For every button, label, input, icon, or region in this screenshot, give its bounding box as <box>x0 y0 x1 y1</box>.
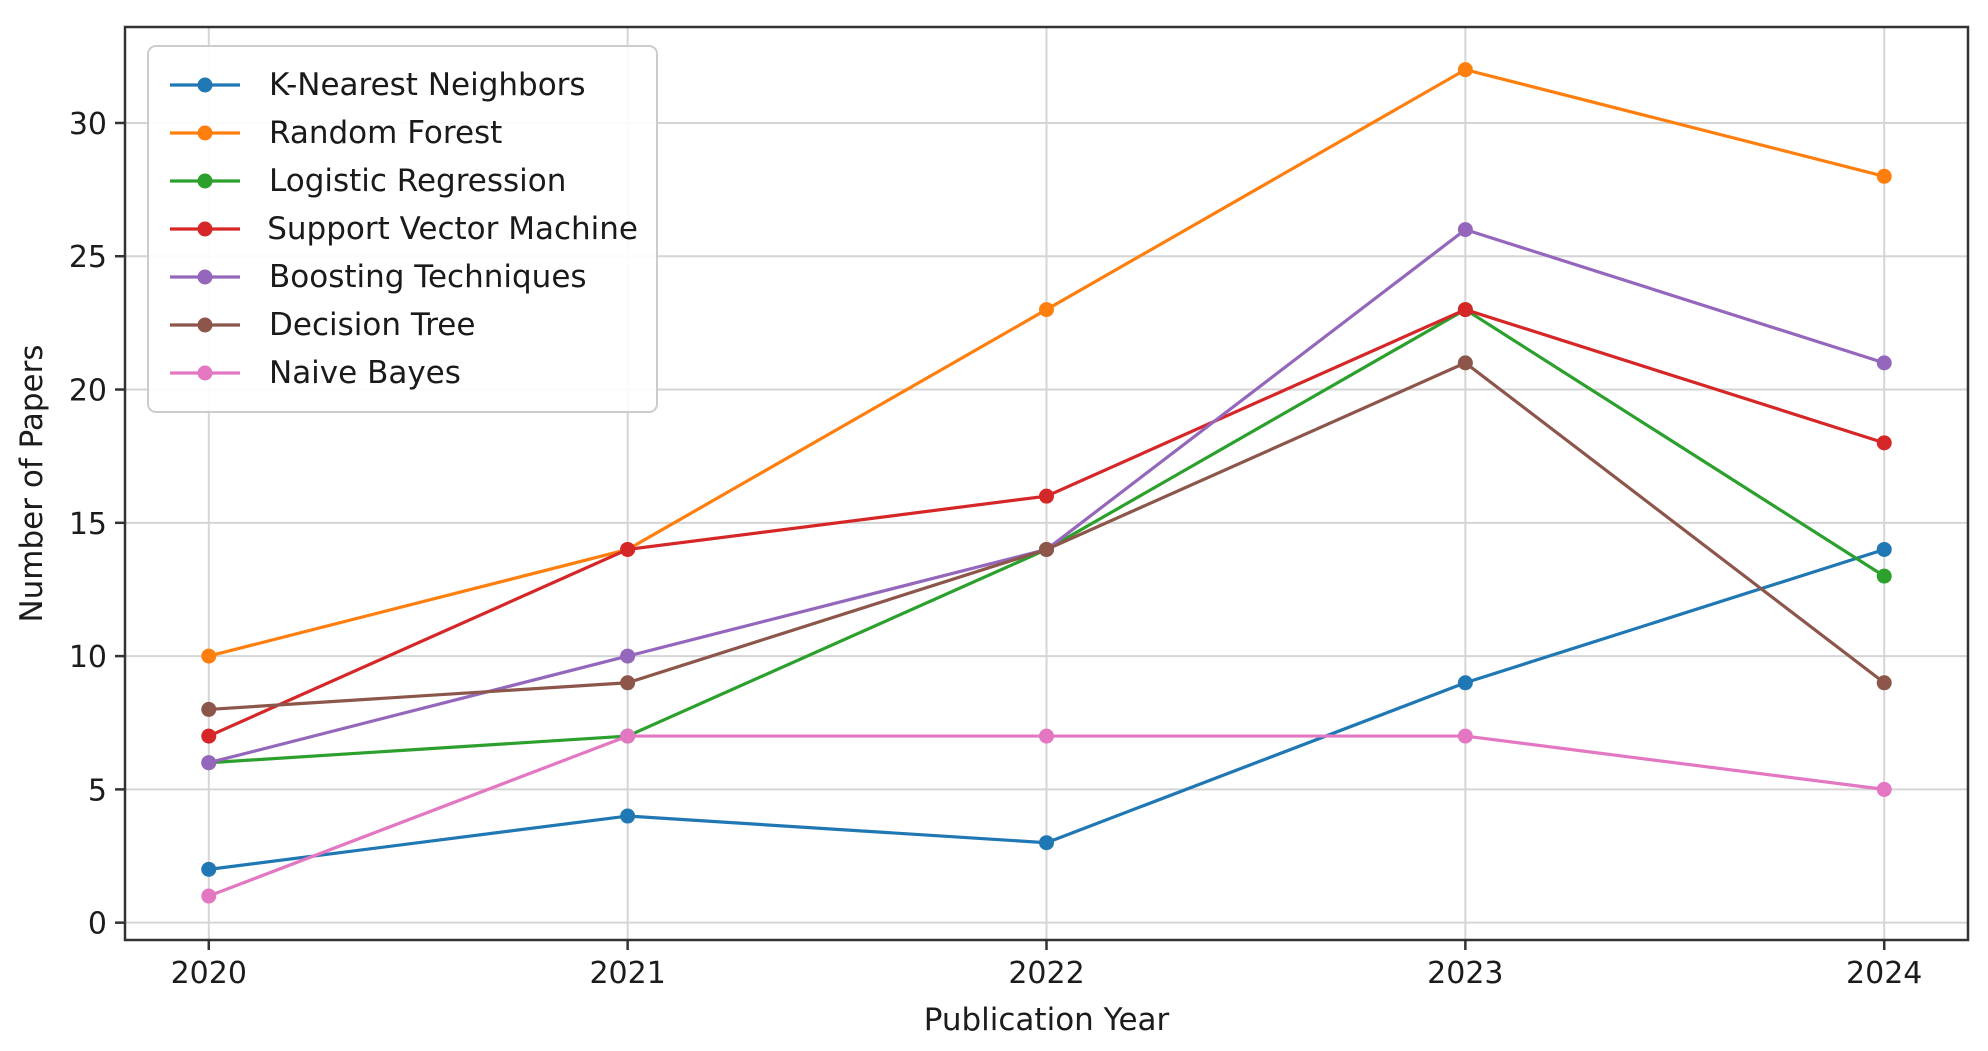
legend: K-Nearest Neighbors Random Forest Logistic… <box>147 45 658 413</box>
legend-item-support-vector-machine: Support Vector Machine <box>167 205 638 253</box>
legend-label: Logistic Regression <box>269 162 567 199</box>
data-point-decision-tree <box>1039 541 1054 557</box>
data-point-boosting-techniques <box>1457 222 1473 238</box>
data-point-k-nearest-neighbors <box>201 861 217 877</box>
series-k-nearest-neighbors <box>201 541 1892 877</box>
y-tick-label: 0 <box>88 907 107 942</box>
data-point-k-nearest-neighbors <box>1876 541 1892 557</box>
legend-label: Support Vector Machine <box>267 210 638 247</box>
data-point-boosting-techniques <box>1876 355 1892 371</box>
y-axis-label: Number of Papers <box>14 344 50 622</box>
data-point-naive-bayes <box>1039 728 1054 744</box>
legend-line-marker-icon <box>170 365 240 381</box>
legend-line-marker-icon <box>170 125 240 141</box>
data-point-boosting-techniques <box>620 648 636 664</box>
x-tick-label: 2024 <box>1846 956 1922 991</box>
legend-item-boosting-techniques: Boosting Techniques <box>167 253 638 301</box>
x-axis-label: Publication Year <box>924 1002 1170 1038</box>
data-point-random-forest <box>1039 302 1054 318</box>
series-support-vector-machine <box>201 302 1892 744</box>
data-point-decision-tree <box>1457 355 1473 371</box>
legend-item-logistic-regression: Logistic Regression <box>167 157 638 205</box>
x-tick-label: 2023 <box>1427 956 1503 991</box>
legend-label: Naive Bayes <box>269 354 461 391</box>
y-tick-label: 25 <box>69 240 107 275</box>
legend-line-marker-icon <box>170 269 240 285</box>
data-point-naive-bayes <box>201 888 217 904</box>
data-point-support-vector-machine <box>201 728 217 744</box>
data-point-naive-bayes <box>1876 781 1892 797</box>
legend-label: Decision Tree <box>269 306 476 343</box>
legend-line-marker-icon <box>170 221 240 237</box>
legend-item-decision-tree: Decision Tree <box>167 301 638 349</box>
legend-item-random-forest: Random Forest <box>167 109 638 157</box>
data-point-support-vector-machine <box>1039 488 1054 504</box>
data-point-naive-bayes <box>620 728 636 744</box>
data-point-k-nearest-neighbors <box>1457 675 1473 691</box>
data-point-support-vector-machine <box>1876 435 1892 451</box>
x-tick-label: 2022 <box>1008 956 1084 991</box>
data-point-decision-tree <box>620 675 636 691</box>
data-point-decision-tree <box>201 701 217 717</box>
series-naive-bayes <box>201 728 1892 904</box>
data-point-k-nearest-neighbors <box>1039 835 1054 851</box>
data-point-k-nearest-neighbors <box>620 808 636 824</box>
legend-line-marker-icon <box>170 173 240 189</box>
legend-item-naive-bayes: Naive Bayes <box>167 349 638 397</box>
y-tick-label: 30 <box>69 107 107 142</box>
legend-label: Random Forest <box>269 114 503 151</box>
data-point-random-forest <box>1457 62 1473 78</box>
x-tick-label: 2021 <box>589 956 665 991</box>
y-tick-label: 15 <box>69 507 107 542</box>
data-point-random-forest <box>201 648 217 664</box>
legend-label: K-Nearest Neighbors <box>269 66 586 103</box>
data-point-support-vector-machine <box>620 541 636 557</box>
series-decision-tree <box>201 355 1892 717</box>
legend-line-marker-icon <box>170 77 240 93</box>
data-point-boosting-techniques <box>201 755 217 771</box>
x-tick-label: 2020 <box>171 956 247 991</box>
legend-item-k-nearest-neighbors: K-Nearest Neighbors <box>167 61 638 109</box>
data-point-random-forest <box>1876 168 1892 184</box>
legend-line-marker-icon <box>170 317 240 333</box>
legend-label: Boosting Techniques <box>269 258 587 295</box>
data-point-logistic-regression <box>1876 568 1892 584</box>
data-point-support-vector-machine <box>1457 302 1473 318</box>
data-point-decision-tree <box>1876 675 1892 691</box>
data-point-naive-bayes <box>1457 728 1473 744</box>
y-tick-label: 20 <box>69 374 107 409</box>
y-tick-label: 5 <box>88 773 107 808</box>
y-tick-label: 10 <box>69 640 107 675</box>
